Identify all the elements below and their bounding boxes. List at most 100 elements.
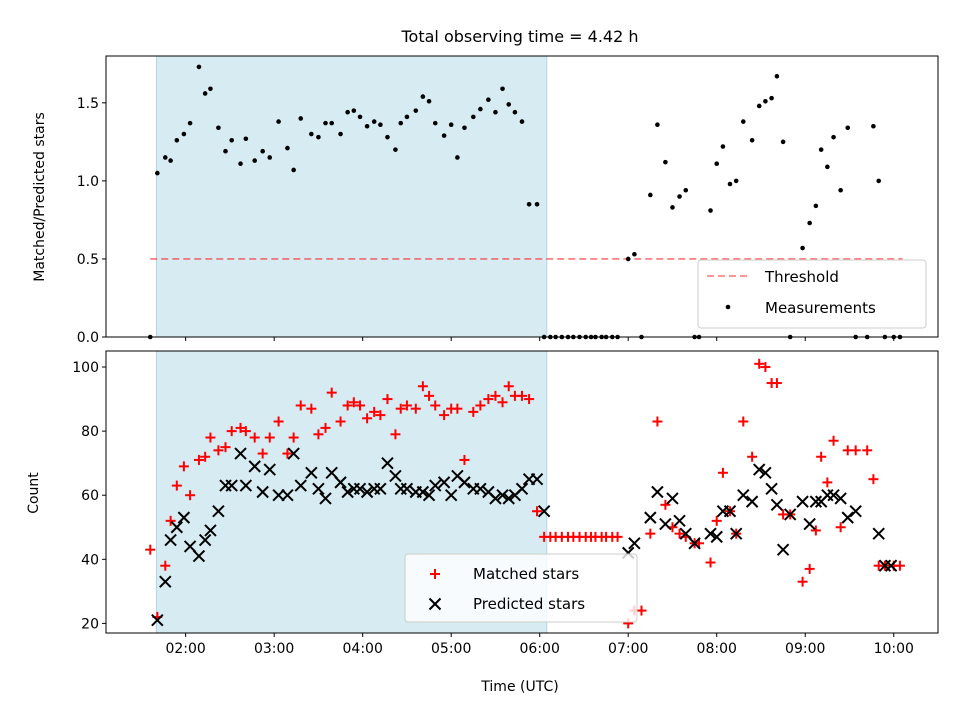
- predicted-star-point: [341, 485, 354, 499]
- predicted-star-point: [809, 495, 823, 508]
- predicted-star-point: [849, 505, 862, 518]
- predicted-star-point: [688, 537, 701, 550]
- matched-star-point: [160, 560, 171, 571]
- cross-b: [753, 463, 766, 476]
- matched-star-point: [424, 390, 435, 401]
- cross-b: [745, 495, 759, 508]
- cross-b: [849, 505, 862, 518]
- matched-star-point: [612, 531, 623, 542]
- bottom-y-tick-label: 20: [81, 616, 99, 632]
- cross-b: [204, 524, 217, 537]
- measurement-point: [364, 123, 370, 129]
- predicted-star-point: [666, 492, 679, 505]
- cross-b: [263, 463, 276, 476]
- matched-star-point: [335, 416, 346, 427]
- matched-star-point: [810, 525, 821, 536]
- matched-star-point: [868, 474, 879, 485]
- measurement-point: [404, 114, 410, 120]
- measurement-point: [345, 109, 350, 115]
- measurement-point: [309, 131, 314, 137]
- predicted-star-point: [489, 492, 502, 505]
- matched-star-point: [342, 400, 353, 411]
- cross-b: [422, 488, 436, 502]
- matched-star-point: [674, 528, 685, 539]
- measurement-point: [663, 159, 668, 165]
- matched-star-point: [257, 448, 268, 459]
- predicted-star-point: [537, 505, 551, 518]
- measurement-point: [749, 138, 755, 143]
- matched-star-point: [747, 451, 758, 462]
- predicted-star-point: [239, 479, 253, 492]
- predicted-legend-swatch: [428, 597, 442, 611]
- measurement-point: [155, 170, 160, 176]
- measurement-point: [196, 64, 202, 70]
- predicted-star-point: [530, 472, 544, 486]
- bottom-y-ticks: 20 40 60 80 100: [72, 360, 106, 632]
- matched-star-point: [362, 413, 373, 424]
- cross-b: [729, 527, 743, 540]
- measurement-point: [677, 194, 682, 199]
- matched-star-point: [711, 515, 722, 526]
- cross-b: [884, 559, 898, 572]
- matched-star-point: [395, 403, 406, 414]
- cross-b: [177, 511, 191, 524]
- cross-b: [688, 537, 701, 550]
- x-tick-label: 09:00: [785, 641, 825, 657]
- predicted-legend-marker: [428, 597, 442, 611]
- predicted-star-point: [325, 466, 338, 479]
- cross-b: [704, 527, 717, 540]
- predicted-star-point: [841, 511, 854, 524]
- matched-star-point: [193, 454, 204, 465]
- predicted-star-point: [212, 505, 225, 518]
- matched-star-point: [452, 403, 463, 414]
- top-legend: Threshold Measurements: [697, 259, 927, 329]
- matched-star-point: [475, 400, 486, 411]
- measurement-point: [187, 120, 193, 126]
- matched-star-point: [313, 429, 324, 440]
- matched-star-point: [295, 400, 306, 411]
- bottom-y-tick-label: 80: [81, 424, 99, 440]
- measurement-point: [462, 125, 467, 131]
- matched-star-point: [524, 394, 535, 405]
- predicted-star-point: [737, 488, 750, 502]
- predicted-star-point: [827, 488, 840, 502]
- measurement-point: [252, 158, 257, 163]
- measurements-legend-label: Measurements: [765, 299, 876, 317]
- cross-b: [451, 469, 464, 483]
- cross-b: [803, 517, 816, 531]
- x-tick-label: 08:00: [697, 641, 737, 657]
- measurement-point: [683, 187, 689, 193]
- top-axes-frame: [105, 55, 939, 338]
- measurement-points: [147, 64, 903, 340]
- cross-b: [212, 505, 225, 518]
- measurement-point: [655, 122, 660, 127]
- x-tick-label: 04:00: [343, 641, 383, 657]
- measurement-point: [774, 73, 780, 79]
- x-tick-label: 05:00: [431, 641, 471, 657]
- predicted-star-point: [204, 524, 217, 537]
- predicted-star-point: [198, 533, 212, 547]
- predicted-star-point: [444, 488, 458, 502]
- predicted-star-point: [159, 575, 172, 588]
- matched-star-point: [213, 445, 224, 456]
- matched-star-point: [235, 422, 246, 433]
- matched-star-point: [517, 390, 527, 401]
- top-y-tick-label: 1.5: [77, 96, 99, 112]
- x-tick-label: 06:00: [520, 641, 560, 657]
- predicted-star-point: [151, 613, 164, 627]
- measurement-point: [329, 120, 335, 126]
- predicted-star-point: [834, 492, 847, 505]
- matched-star-point: [636, 605, 647, 616]
- predicted-legend-label: Predicted stars: [473, 595, 585, 613]
- matched-star-point: [483, 394, 494, 405]
- cross-b: [183, 540, 197, 553]
- cross-b: [151, 613, 164, 627]
- matched-star-point: [497, 397, 508, 408]
- cross-b: [872, 527, 885, 540]
- top-y-ticks: 0.0 0.5 1.0 1.5: [77, 96, 106, 346]
- cross-b: [170, 521, 184, 534]
- matched-star-point: [226, 426, 237, 437]
- matched-star-point: [804, 563, 815, 574]
- matched-star-point: [390, 429, 401, 440]
